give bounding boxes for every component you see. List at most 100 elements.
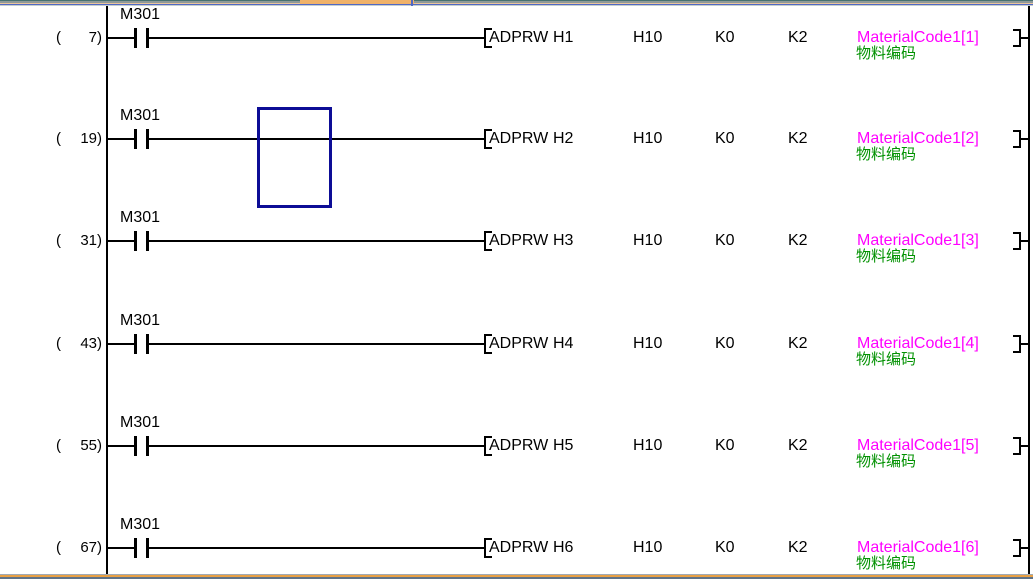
contact-device-label: M301 <box>120 312 161 329</box>
instruction-operand-1[interactable]: H2 <box>553 130 574 147</box>
instruction-operand-1[interactable]: H5 <box>553 437 574 454</box>
contact-device-label: M301 <box>120 414 161 431</box>
selection-cursor[interactable] <box>257 107 332 208</box>
instruction-operand-1[interactable]: H3 <box>553 232 574 249</box>
step-close-paren: ) <box>97 335 102 352</box>
device-label[interactable]: MaterialCode1[5] <box>857 437 979 454</box>
device-label[interactable]: MaterialCode1[3] <box>857 232 979 249</box>
contact-device-label: M301 <box>120 6 161 23</box>
contact-icon[interactable] <box>134 436 137 456</box>
step-value-group: 43) <box>80 335 102 353</box>
wire-segment <box>149 343 484 345</box>
instruction-operand-4[interactable]: K2 <box>788 539 808 556</box>
instruction-opcode[interactable]: ADPRW <box>489 539 549 556</box>
contact-icon[interactable] <box>134 231 137 251</box>
instruction-open-bracket-icon <box>484 436 492 456</box>
instruction-operand-2[interactable]: H10 <box>633 335 663 352</box>
step-number: (7) <box>56 29 102 47</box>
bottom-window-border <box>0 574 1033 579</box>
contact-icon[interactable] <box>146 231 149 251</box>
instruction-operand-3[interactable]: K0 <box>715 539 735 556</box>
instruction-operand-2[interactable]: H10 <box>633 29 663 46</box>
wire-segment <box>149 240 484 242</box>
instruction-close-bracket-icon <box>1013 29 1021 47</box>
contact-device-label: M301 <box>120 209 161 226</box>
step-value-group: 19) <box>80 130 102 148</box>
instruction-open-bracket-icon <box>484 334 492 354</box>
wire-segment <box>1021 37 1028 39</box>
top-border-line <box>0 1 1033 3</box>
step-open-paren: ( <box>56 335 61 352</box>
wire-segment <box>1021 445 1028 447</box>
contact-device-label: M301 <box>120 107 161 124</box>
instruction-operand-3[interactable]: K0 <box>715 130 735 147</box>
instruction-operand-4[interactable]: K2 <box>788 29 808 46</box>
step-value-group: 67) <box>80 539 102 557</box>
step-close-paren: ) <box>97 539 102 556</box>
wire-segment <box>149 138 484 140</box>
contact-device-label: M301 <box>120 516 161 533</box>
wire-segment <box>1021 138 1028 140</box>
step-value-group: 7) <box>89 29 102 47</box>
instruction-close-bracket-icon <box>1013 335 1021 353</box>
top-window-border <box>0 0 1033 6</box>
instruction-operand-2[interactable]: H10 <box>633 130 663 147</box>
contact-icon[interactable] <box>146 129 149 149</box>
step-number: (43) <box>56 335 102 353</box>
device-comment: 物料编码 <box>856 351 917 368</box>
contact-icon[interactable] <box>146 334 149 354</box>
contact-icon[interactable] <box>146 538 149 558</box>
contact-icon[interactable] <box>134 334 137 354</box>
contact-icon[interactable] <box>134 129 137 149</box>
instruction-operand-3[interactable]: K0 <box>715 437 735 454</box>
instruction-operand-1[interactable]: H6 <box>553 539 574 556</box>
contact-icon[interactable] <box>134 28 137 48</box>
instruction-operand-2[interactable]: H10 <box>633 437 663 454</box>
instruction-opcode[interactable]: ADPRW <box>489 437 549 454</box>
instruction-operand-4[interactable]: K2 <box>788 335 808 352</box>
top-border-line <box>0 0 1033 1</box>
instruction-opcode[interactable]: ADPRW <box>489 335 549 352</box>
tab-tick <box>411 0 413 6</box>
device-comment: 物料编码 <box>856 248 917 265</box>
step-close-paren: ) <box>97 437 102 454</box>
wire-segment <box>108 37 134 39</box>
device-comment: 物料编码 <box>856 453 917 470</box>
step-open-paren: ( <box>56 29 61 46</box>
contact-icon[interactable] <box>146 28 149 48</box>
bottom-border-line <box>0 575 1033 577</box>
wire-segment <box>1021 547 1028 549</box>
instruction-operand-4[interactable]: K2 <box>788 437 808 454</box>
instruction-open-bracket-icon <box>484 538 492 558</box>
step-open-paren: ( <box>56 232 61 249</box>
instruction-operand-3[interactable]: K0 <box>715 29 735 46</box>
instruction-open-bracket-icon <box>484 28 492 48</box>
device-label[interactable]: MaterialCode1[1] <box>857 29 979 46</box>
instruction-operand-2[interactable]: H10 <box>633 539 663 556</box>
device-label[interactable]: MaterialCode1[6] <box>857 539 979 556</box>
contact-icon[interactable] <box>134 538 137 558</box>
step-close-paren: ) <box>97 232 102 249</box>
instruction-operand-2[interactable]: H10 <box>633 232 663 249</box>
top-border-line <box>0 3 1033 4</box>
instruction-opcode[interactable]: ADPRW <box>489 232 549 249</box>
instruction-operand-4[interactable]: K2 <box>788 232 808 249</box>
step-value: 19 <box>80 130 97 147</box>
step-value: 67 <box>80 539 97 556</box>
step-open-paren: ( <box>56 539 61 556</box>
instruction-opcode[interactable]: ADPRW <box>489 29 549 46</box>
instruction-operand-3[interactable]: K0 <box>715 335 735 352</box>
instruction-operand-1[interactable]: H1 <box>553 29 574 46</box>
device-label[interactable]: MaterialCode1[4] <box>857 335 979 352</box>
device-label[interactable]: MaterialCode1[2] <box>857 130 979 147</box>
instruction-opcode[interactable]: ADPRW <box>489 130 549 147</box>
step-number: (19) <box>56 130 102 148</box>
wire-segment <box>108 547 134 549</box>
instruction-close-bracket-icon <box>1013 232 1021 250</box>
instruction-operand-4[interactable]: K2 <box>788 130 808 147</box>
contact-icon[interactable] <box>146 436 149 456</box>
instruction-operand-1[interactable]: H4 <box>553 335 574 352</box>
instruction-operand-3[interactable]: K0 <box>715 232 735 249</box>
left-power-rail <box>106 6 108 579</box>
step-number: (55) <box>56 437 102 455</box>
